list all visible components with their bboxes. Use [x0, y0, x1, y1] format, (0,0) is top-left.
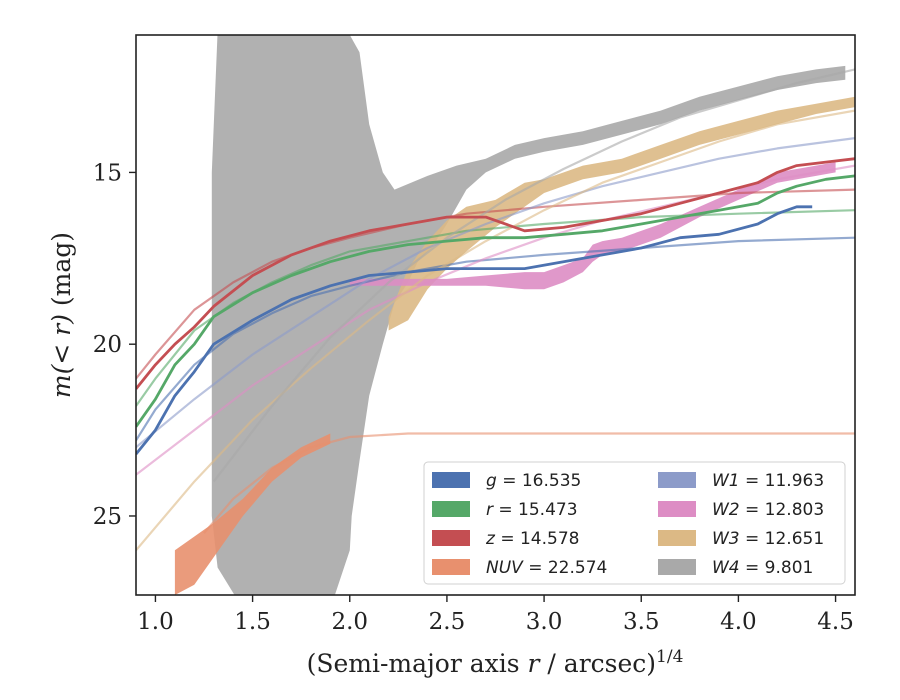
x-tick-label: 1.5 — [234, 609, 271, 635]
x-tick-label: 2.5 — [429, 609, 466, 635]
curve-w4-model — [212, 68, 855, 483]
legend-band-value: = 12.651 — [740, 529, 825, 549]
legend-band-value: = 11.963 — [740, 471, 825, 491]
legend-band-value: = 9.801 — [740, 558, 814, 578]
curve-z-model — [136, 188, 855, 380]
band-w4 — [211, 35, 846, 595]
legend-swatch-w4 — [658, 559, 696, 575]
legend-band-value: = 16.535 — [497, 471, 582, 491]
legend-band-value: = 12.803 — [740, 500, 825, 520]
legend-label-w4: W4 = 9.801 — [712, 558, 813, 578]
band-w2 — [349, 162, 836, 290]
y-axis-title: m(< r) (mag) — [47, 232, 76, 398]
profile-g — [136, 205, 813, 455]
x-tick-label: 3.0 — [526, 609, 563, 635]
legend-label-w2: W2 = 12.803 — [712, 500, 824, 520]
legend-swatch-z — [432, 530, 470, 546]
legend-swatch-nuv — [432, 559, 470, 575]
y-axis: 15 20 25 — [93, 160, 136, 530]
band-w3 — [388, 96, 855, 331]
x-tick-label: 4.5 — [817, 609, 854, 635]
legend-band-value: = 22.574 — [523, 558, 608, 578]
legend-band-name: W4 — [712, 558, 740, 578]
plot-frame — [135, 34, 856, 596]
data-layer — [136, 35, 855, 595]
legend-box — [423, 461, 846, 585]
legend-band-value: = 14.578 — [495, 529, 580, 549]
legend-label-g: g = 16.535 — [486, 471, 581, 491]
y-tick-label: 25 — [93, 504, 122, 530]
profile-r — [136, 174, 855, 428]
legend-band-name: W3 — [712, 529, 740, 549]
legend-band-name: g — [486, 471, 497, 491]
x-axis: 1.0 1.5 2.0 2.5 3.0 3.5 4.0 4.5 — [137, 595, 854, 635]
x-tick-label: 2.0 — [331, 609, 368, 635]
y-tick-label: 15 — [93, 160, 122, 186]
legend-band-name: NUV — [486, 558, 524, 578]
x-axis-title: (Semi-major axis r / arcsec)1/4 — [307, 647, 684, 678]
x-tick-label: 3.5 — [623, 609, 660, 635]
curve-w1-model — [136, 137, 855, 449]
x-tick-label: 4.0 — [720, 609, 757, 635]
legend-label-r: r = 15.473 — [486, 500, 578, 520]
legend-swatch-w2 — [658, 501, 696, 517]
legend-band-name: r — [486, 500, 494, 520]
curve-w3-model — [136, 109, 855, 552]
legend-band-name: W2 — [712, 500, 740, 520]
legend-band-name: z — [485, 529, 496, 549]
legend-swatch-w1 — [658, 472, 696, 488]
y-tick-label: 20 — [93, 332, 122, 358]
x-tick-label: 1.0 — [137, 609, 174, 635]
legend-swatch-w3 — [658, 530, 696, 546]
profile-z — [136, 157, 855, 390]
legend-band-value: = 15.473 — [493, 500, 578, 520]
curve-r-model — [136, 209, 855, 407]
legend-swatch-g — [432, 472, 470, 488]
legend-label-z: z = 14.578 — [485, 529, 579, 549]
legend-label-w1: W1 = 11.963 — [712, 471, 824, 491]
legend-label-w3: W3 = 12.651 — [712, 529, 824, 549]
legend-band-name: W1 — [712, 471, 740, 491]
curve-nuv-model — [203, 432, 855, 534]
legend-label-nuv: NUV = 22.574 — [486, 558, 607, 578]
band-nuv — [174, 433, 331, 595]
legend-swatch-r — [432, 501, 470, 517]
